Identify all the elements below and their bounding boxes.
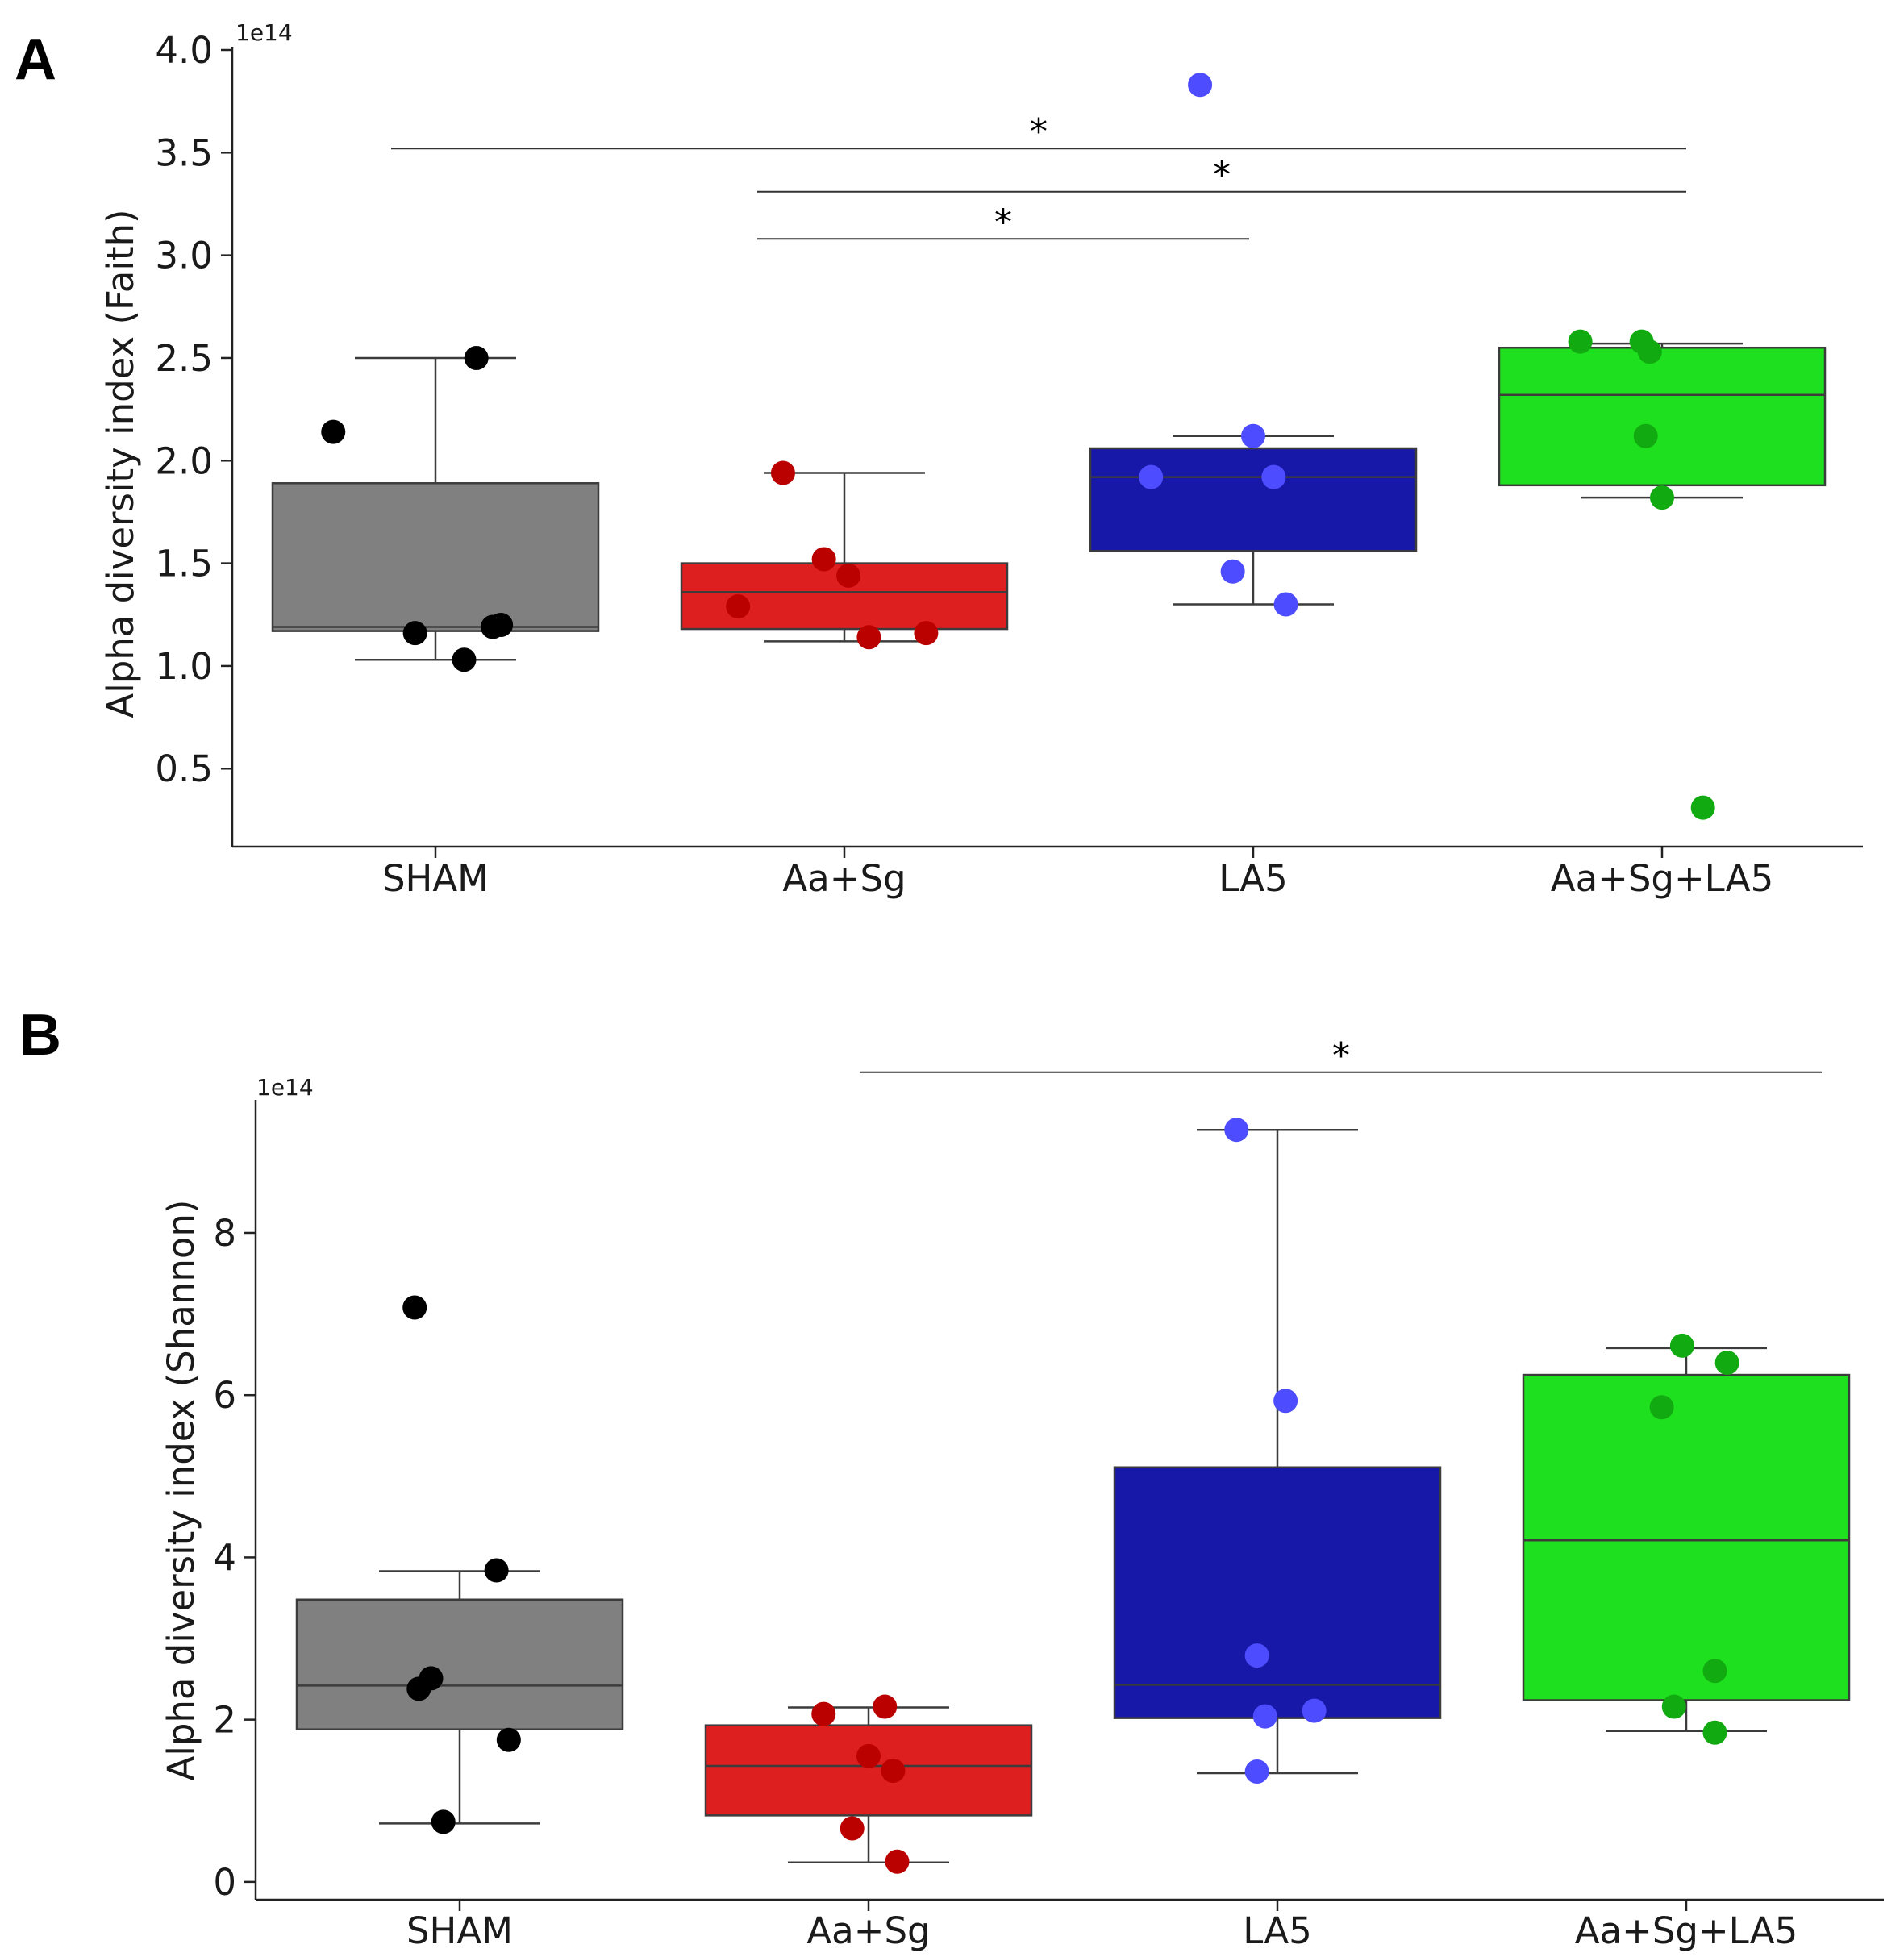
y-tick-label-b: 4 — [213, 1536, 236, 1579]
data-point-sham-a — [452, 647, 477, 672]
data-point-aa-sg-a — [836, 563, 861, 588]
data-point-la5-a — [1261, 464, 1286, 489]
data-point-aa-sg-la5-b — [1702, 1720, 1727, 1745]
y-tick-label-a: 3.0 — [155, 235, 213, 277]
y-axis-label-a: Alpha diversity index (Faith) — [99, 209, 142, 718]
x-tick-label-sham-b: SHAM — [406, 1909, 513, 1952]
data-point-la5-a — [1241, 423, 1265, 448]
data-point-la5-b — [1252, 1704, 1277, 1729]
box-sham-b — [295, 1598, 624, 1730]
data-point-sham-a — [480, 614, 505, 639]
data-point-la5-b — [1244, 1759, 1269, 1784]
y-tick-label-a: 2.0 — [155, 439, 213, 482]
y-exponent-label-a: 1e14 — [235, 19, 293, 46]
data-point-la5-a — [1188, 73, 1213, 98]
x-tick-label-aa-sg-la5-a: Aa+Sg+LA5 — [1551, 857, 1773, 900]
y-exponent-label-b: 1e14 — [256, 1074, 314, 1101]
panel-label-a: A — [15, 27, 56, 92]
data-point-aa-sg-a — [726, 594, 751, 619]
data-point-aa-sg-b — [881, 1759, 906, 1784]
data-point-la5-b — [1302, 1698, 1327, 1723]
data-point-la5-a — [1139, 464, 1164, 489]
data-point-la5-b — [1224, 1118, 1249, 1143]
data-point-aa-sg-la5-b — [1661, 1694, 1686, 1719]
data-point-aa-sg-b — [856, 1743, 881, 1768]
significance-star-a: * — [994, 202, 1012, 243]
box-la5-a — [1089, 447, 1418, 552]
data-point-aa-sg-la5-b — [1702, 1659, 1727, 1684]
y-tick-label-a: 1.0 — [155, 645, 213, 688]
data-point-aa-sg-a — [856, 625, 881, 650]
box-aa-sg-la5-a — [1498, 346, 1827, 487]
panel-label-b: B — [19, 1003, 61, 1068]
data-point-sham-b — [496, 1727, 521, 1752]
data-point-aa-sg-la5-a — [1690, 795, 1715, 820]
significance-star-a: * — [1030, 111, 1048, 152]
data-point-la5-a — [1220, 559, 1245, 584]
data-point-sham-b — [406, 1676, 431, 1701]
y-tick-label-a: 0.5 — [155, 747, 213, 790]
y-axis-label-b: Alpha diversity index (Shannon) — [160, 1200, 202, 1781]
data-point-aa-sg-a — [770, 460, 795, 485]
data-point-aa-sg-la5-a — [1633, 423, 1658, 448]
data-point-sham-b — [484, 1558, 509, 1583]
data-point-la5-b — [1273, 1389, 1298, 1414]
data-point-aa-sg-la5-b — [1669, 1333, 1694, 1358]
significance-star-a: * — [1213, 155, 1231, 196]
plot-area-a: 0.5 1.0 1.5 2.0 2.5 3.0 3.5 4.0 SHAM Aa+Sg LA5 Aa+S… — [155, 29, 1863, 900]
data-point-la5-b — [1244, 1643, 1269, 1668]
box-aa-sg-b — [704, 1724, 1033, 1817]
plot-area-b: 0 2 4 6 8 SHAM Aa+Sg LA5 Aa+Sg+LA5 * — [213, 1035, 1884, 1952]
data-point-aa-sg-la5-a — [1650, 485, 1674, 510]
data-point-aa-sg-b — [885, 1849, 910, 1874]
box-sham-a — [271, 482, 600, 632]
data-point-aa-sg-la5-a — [1637, 339, 1662, 364]
y-tick-label-a: 3.5 — [155, 131, 213, 174]
data-point-aa-sg-la5-a — [1568, 329, 1593, 354]
data-point-aa-sg-b — [873, 1694, 898, 1719]
y-tick-label-b: 6 — [213, 1374, 236, 1417]
y-tick-label-a: 1.5 — [155, 543, 213, 585]
x-tick-label-la5-a: LA5 — [1219, 857, 1288, 900]
data-point-aa-sg-a — [914, 621, 939, 646]
y-tick-label-b: 8 — [213, 1212, 236, 1255]
data-point-aa-sg-la5-b — [1714, 1350, 1739, 1375]
data-point-sham-a — [402, 621, 427, 646]
data-point-aa-sg-la5-b — [1649, 1395, 1674, 1420]
y-tick-label-b: 0 — [213, 1861, 236, 1904]
x-tick-label-sham-a: SHAM — [382, 857, 489, 900]
box-aa-sg-la5-b — [1522, 1373, 1851, 1701]
data-point-sham-b — [431, 1809, 456, 1834]
y-tick-label-a: 4.0 — [155, 29, 213, 72]
y-tick-label-b: 2 — [213, 1699, 236, 1742]
x-tick-label-aa-sg-a: Aa+Sg — [782, 857, 906, 900]
significance-star-b: * — [1332, 1035, 1350, 1076]
data-point-aa-sg-b — [840, 1816, 865, 1841]
data-point-sham-a — [464, 345, 489, 370]
data-point-la5-a — [1273, 592, 1298, 617]
data-point-sham-a — [321, 419, 346, 444]
box-la5-b — [1113, 1466, 1442, 1719]
data-point-sham-b — [402, 1295, 427, 1320]
x-tick-label-aa-sg-la5-b: Aa+Sg+LA5 — [1575, 1909, 1798, 1952]
x-tick-label-aa-sg-b: Aa+Sg — [806, 1909, 930, 1952]
x-tick-label-la5-b: LA5 — [1243, 1909, 1312, 1952]
data-point-aa-sg-b — [811, 1701, 836, 1726]
y-tick-label-a: 2.5 — [155, 337, 213, 380]
data-point-aa-sg-a — [811, 547, 836, 572]
